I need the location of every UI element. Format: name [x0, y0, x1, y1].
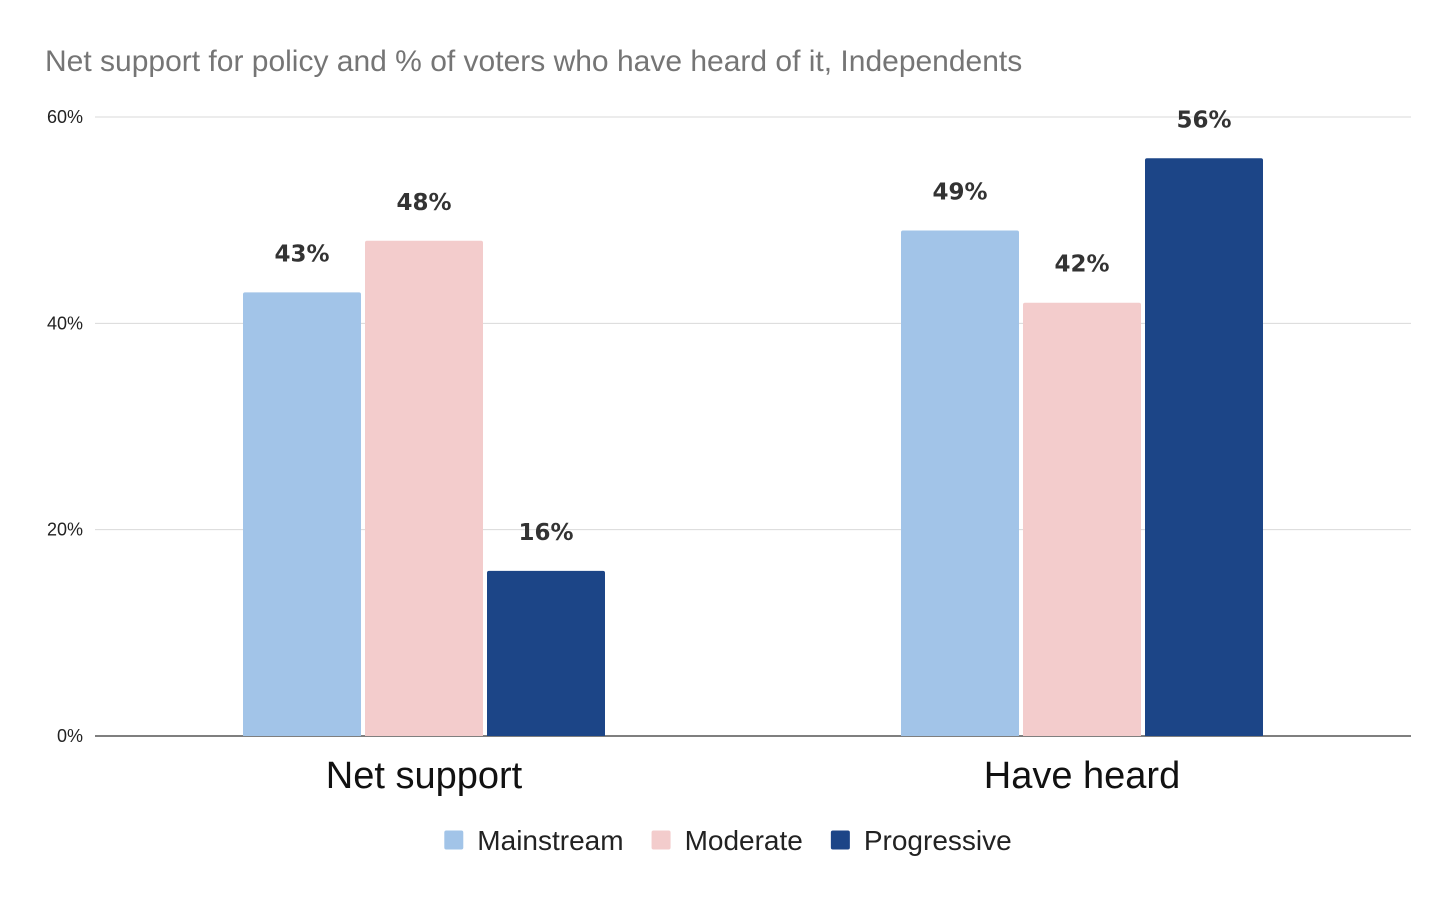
x-tick-label: Net support — [326, 755, 523, 797]
bar-mainstream-1 — [901, 230, 1019, 736]
legend-item-progressive: Progressive — [830, 825, 1012, 856]
legend-label: Moderate — [685, 825, 803, 856]
bar-mainstream-0 — [243, 292, 361, 736]
x-axis-ticks: Net support Have heard — [326, 755, 1180, 797]
x-tick-label: Have heard — [984, 755, 1180, 797]
bars — [243, 158, 1263, 737]
legend: Mainstream Moderate Progressive — [444, 825, 1012, 856]
legend-swatch — [830, 830, 850, 850]
legend-item-mainstream: Mainstream — [444, 825, 624, 856]
data-label: 43% — [274, 241, 329, 267]
legend-swatch — [444, 830, 464, 850]
data-label: 42% — [1054, 252, 1109, 278]
legend-label: Mainstream — [477, 825, 623, 856]
bar-progressive-0 — [487, 570, 605, 736]
legend-swatch — [651, 830, 671, 850]
data-label: 48% — [396, 190, 451, 216]
legend-item-moderate: Moderate — [651, 825, 803, 856]
data-label: 56% — [1176, 107, 1231, 133]
bar-progressive-1 — [1145, 158, 1263, 736]
y-tick-label: 20% — [47, 520, 83, 540]
bar-moderate-1 — [1023, 302, 1141, 736]
y-tick-label: 0% — [57, 726, 83, 746]
bar-moderate-0 — [365, 240, 483, 737]
y-tick-label: 60% — [47, 107, 83, 127]
chart-title: Net support for policy and % of voters w… — [45, 45, 1022, 78]
data-labels: 43% 48% 16% 49% 42% 56% — [274, 107, 1231, 546]
data-label: 16% — [518, 520, 573, 546]
data-label: 49% — [932, 179, 987, 205]
y-tick-label: 40% — [47, 313, 83, 333]
legend-label: Progressive — [864, 825, 1012, 856]
